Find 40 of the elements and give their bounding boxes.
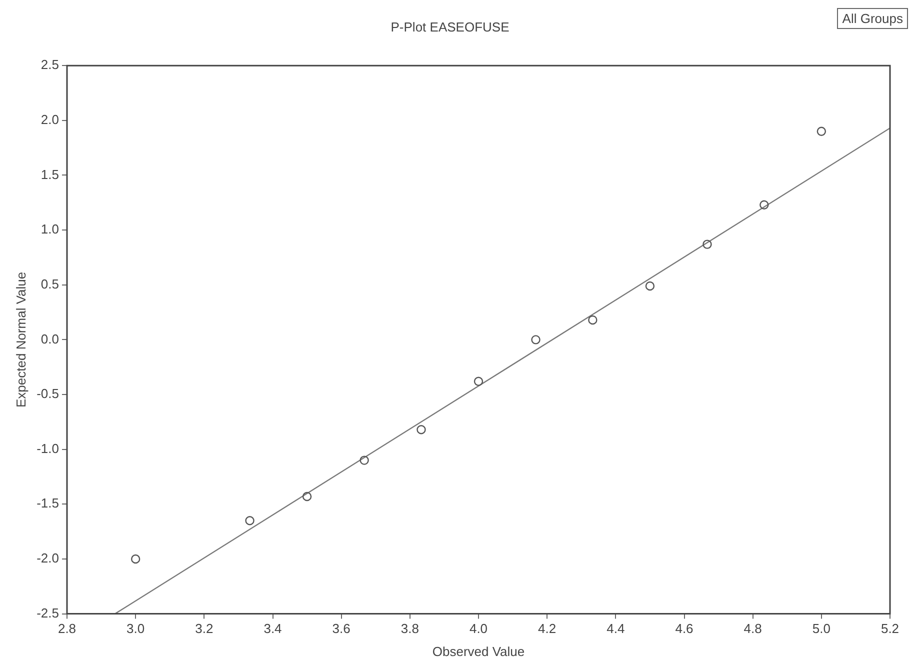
text: All Groups — [837, 8, 908, 29]
y-tick-label: -0.5 — [36, 386, 59, 402]
y-tick-label: -1.0 — [36, 440, 59, 456]
y-tick-label: -2.0 — [36, 550, 59, 566]
x-tick-label: 3.0 — [126, 621, 145, 636]
point — [702, 240, 712, 249]
point — [816, 126, 826, 136]
point — [588, 315, 598, 325]
y-tick-label: 2.0 — [40, 112, 59, 127]
point — [130, 554, 140, 564]
point — [531, 335, 540, 344]
chart-title: P-Plot EASEOFUSE — [390, 19, 510, 34]
point — [302, 492, 312, 502]
x-tick-label: 4.2 — [538, 621, 556, 636]
x-tick-label: 3.6 — [332, 621, 350, 636]
x-tick-label: 2.8 — [58, 621, 76, 636]
x-tick-label: 3.2 — [195, 621, 214, 636]
x-tick-label: 3.8 — [400, 621, 419, 636]
y-tick-label: -2.5 — [36, 605, 59, 620]
point — [645, 281, 655, 291]
y-tick-label: 0.0 — [40, 331, 59, 346]
x-tick-label: 4.8 — [744, 621, 762, 636]
point — [360, 456, 369, 465]
y-tick-label: 1.0 — [40, 222, 59, 237]
x-axis-title: Observed Value — [432, 644, 525, 659]
y-tick-label: 2.5 — [40, 57, 59, 72]
y-tick-label: 0.5 — [40, 276, 59, 292]
point — [245, 516, 254, 526]
x-tick-label: 3.4 — [264, 621, 282, 636]
y-tick-label: 1.5 — [40, 166, 59, 182]
x-tick-label: 4.4 — [606, 621, 625, 636]
x-tick-label: 5.2 — [880, 621, 900, 636]
y-axis-title: Expected Normal Value — [13, 272, 28, 408]
point — [416, 425, 426, 434]
y-tick-label: -1.5 — [36, 496, 59, 511]
point — [760, 200, 769, 210]
point — [474, 376, 484, 386]
x-tick-label: 4.6 — [675, 621, 694, 636]
x-tick-label: 4.0 — [469, 621, 488, 636]
x-tick-label: 5.0 — [812, 621, 830, 636]
